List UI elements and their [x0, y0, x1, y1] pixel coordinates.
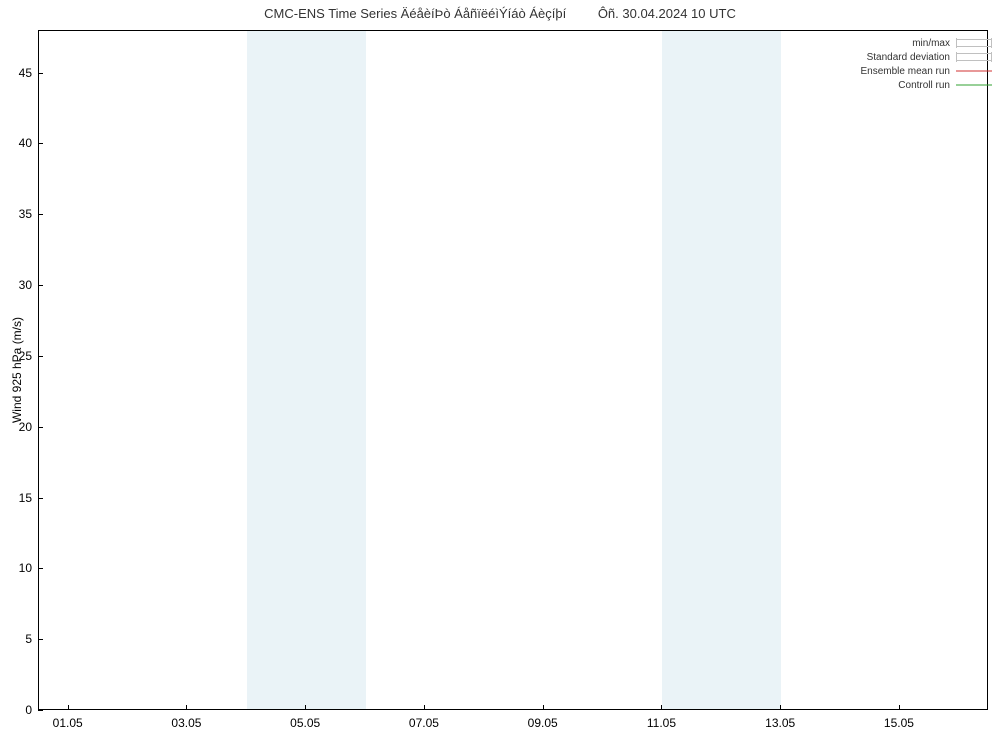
- y-tick-mark: [38, 285, 43, 286]
- legend-sample: [956, 80, 992, 90]
- x-tick-mark: [661, 705, 662, 710]
- y-tick-mark: [38, 427, 43, 428]
- y-tick-mark: [38, 710, 43, 711]
- x-tick-mark: [424, 705, 425, 710]
- y-tick-mark: [38, 639, 43, 640]
- legend-item: min/max: [861, 36, 993, 50]
- legend-label: min/max: [912, 38, 950, 49]
- chart-title-row: CMC-ENS Time Series ÄéåèíÞò ÁåñïëéìÝíáò …: [0, 6, 1000, 21]
- y-tick-label: 15: [2, 491, 32, 505]
- y-tick-mark: [38, 568, 43, 569]
- x-tick-label: 15.05: [884, 716, 914, 730]
- y-tick-mark: [38, 73, 43, 74]
- legend-label: Standard deviation: [867, 52, 950, 63]
- y-tick-label: 10: [2, 561, 32, 575]
- plot-area: [38, 30, 988, 710]
- x-tick-label: 03.05: [171, 716, 201, 730]
- y-tick-label: 5: [2, 632, 32, 646]
- x-tick-label: 09.05: [528, 716, 558, 730]
- weekend-band: [247, 31, 366, 709]
- x-tick-mark: [543, 705, 544, 710]
- weekend-band: [662, 31, 781, 709]
- x-tick-label: 07.05: [409, 716, 439, 730]
- x-tick-label: 11.05: [647, 716, 676, 730]
- x-tick-mark: [899, 705, 900, 710]
- chart-title-left: CMC-ENS Time Series ÄéåèíÞò ÁåñïëéìÝíáò …: [264, 6, 566, 21]
- y-tick-mark: [38, 143, 43, 144]
- legend-item: Standard deviation: [861, 50, 993, 64]
- x-tick-label: 01.05: [53, 716, 83, 730]
- y-tick-label: 45: [2, 66, 32, 80]
- x-tick-mark: [305, 705, 306, 710]
- y-tick-label: 30: [2, 278, 32, 292]
- x-tick-mark: [780, 705, 781, 710]
- legend-label: Ensemble mean run: [861, 66, 951, 77]
- y-tick-label: 40: [2, 136, 32, 150]
- legend-label: Controll run: [898, 80, 950, 91]
- legend-sample: [956, 38, 992, 48]
- chart-container: CMC-ENS Time Series ÄéåèíÞò ÁåñïëéìÝíáò …: [0, 0, 1000, 733]
- y-tick-label: 35: [2, 207, 32, 221]
- y-tick-mark: [38, 356, 43, 357]
- y-tick-label: 0: [2, 703, 32, 717]
- legend-item: Ensemble mean run: [861, 64, 993, 78]
- legend-sample: [956, 52, 992, 62]
- legend-sample: [956, 66, 992, 76]
- y-axis-label: Wind 925 hPa (m/s): [10, 317, 24, 423]
- x-tick-mark: [186, 705, 187, 710]
- x-tick-label: 13.05: [765, 716, 795, 730]
- legend-item: Controll run: [861, 78, 993, 92]
- chart-title-right: Ôñ. 30.04.2024 10 UTC: [598, 6, 736, 21]
- x-tick-label: 05.05: [290, 716, 320, 730]
- y-tick-mark: [38, 214, 43, 215]
- x-tick-mark: [68, 705, 69, 710]
- legend: min/max Standard deviation Ensemble mean r…: [861, 36, 993, 92]
- y-tick-mark: [38, 498, 43, 499]
